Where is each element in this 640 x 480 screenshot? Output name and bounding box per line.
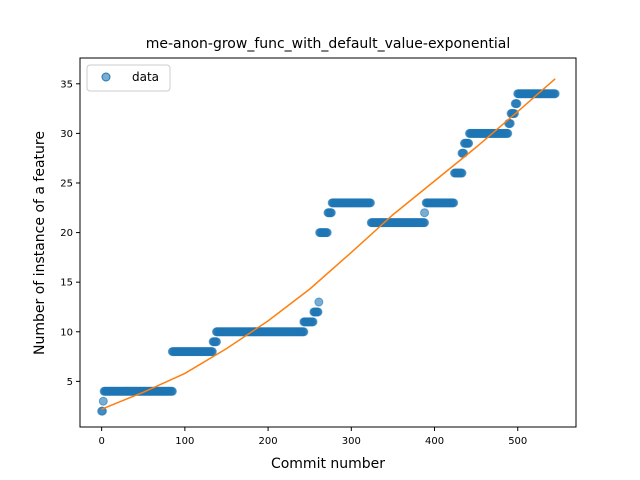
data-point <box>449 198 459 208</box>
data-point <box>308 317 318 327</box>
x-tick-label: 100 <box>175 436 194 447</box>
data-point <box>365 198 375 208</box>
y-tick-label: 15 <box>60 278 73 289</box>
data-point <box>457 168 467 178</box>
data-point <box>97 406 107 416</box>
legend-marker <box>101 72 111 82</box>
data-point <box>503 128 513 138</box>
fit-line <box>101 78 556 410</box>
data-point <box>207 347 217 357</box>
x-axis-label: Commit number <box>271 456 385 472</box>
data-point <box>464 138 474 148</box>
data-points <box>97 89 560 416</box>
data-point <box>550 89 560 99</box>
legend-entry-data: data <box>132 70 159 84</box>
data-point <box>322 228 332 238</box>
chart-title: me-anon-grow_func_with_default_value-exp… <box>146 36 511 52</box>
plot-frame <box>79 57 577 428</box>
y-tick-label: 5 <box>67 377 73 388</box>
data-point <box>512 99 522 109</box>
y-tick-label: 35 <box>60 79 73 90</box>
data-point <box>313 307 323 317</box>
x-axis-ticks: 0 100 200 300 400 500 <box>98 427 527 447</box>
x-tick-label: 200 <box>259 436 278 447</box>
x-tick-label: 0 <box>98 436 104 447</box>
data-point <box>326 208 336 218</box>
data-point <box>299 327 309 337</box>
x-tick-label: 300 <box>342 436 361 447</box>
y-axis-ticks: 5 10 15 20 25 30 35 <box>60 79 80 388</box>
y-tick-label: 25 <box>60 178 73 189</box>
y-tick-label: 30 <box>60 129 73 140</box>
fit-line-layer <box>101 78 556 410</box>
legend-box <box>86 64 171 92</box>
y-tick-label: 10 <box>60 327 73 338</box>
data-point <box>98 396 108 406</box>
data-point <box>314 297 324 307</box>
legend: data <box>86 64 171 92</box>
data-point <box>420 208 430 218</box>
data-point <box>211 337 221 347</box>
data-point <box>505 118 515 128</box>
x-tick-label: 400 <box>425 436 444 447</box>
data-point <box>167 386 177 396</box>
y-tick-label: 20 <box>60 228 73 239</box>
data-point <box>420 218 430 228</box>
y-axis-label: Number of instance of a feature <box>32 131 48 355</box>
x-tick-label: 500 <box>508 436 527 447</box>
